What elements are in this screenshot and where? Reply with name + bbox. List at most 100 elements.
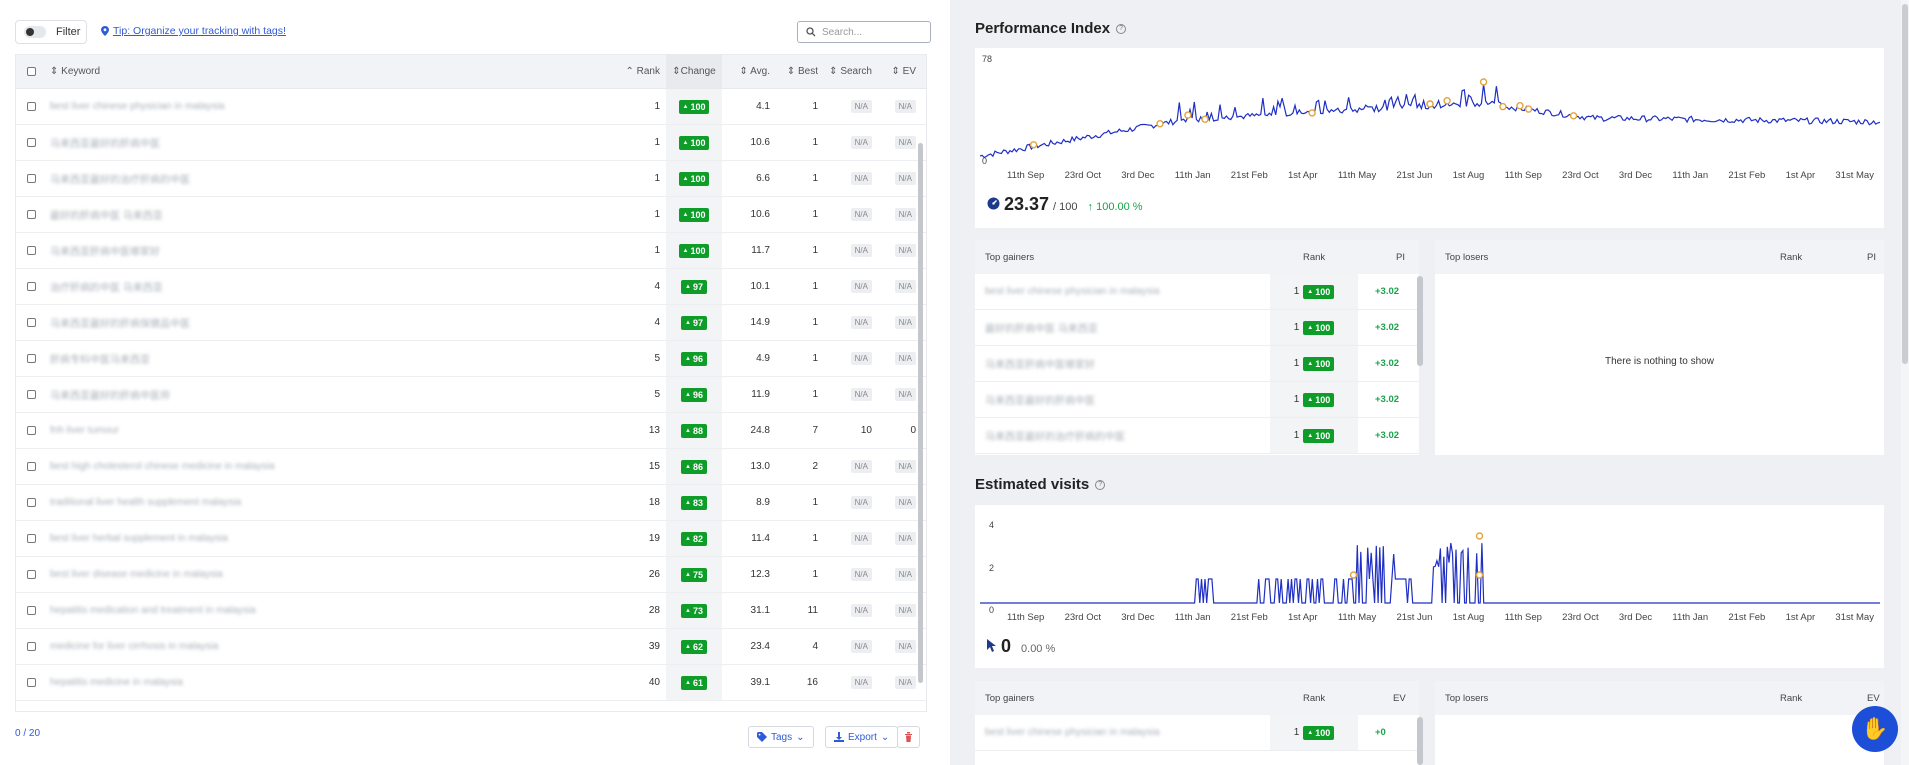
keyword-text[interactable]: fnh liver tumour [50,425,119,436]
table-row[interactable]: 马来西亚最好的肝病保健品中医 4 ▲ 97 14.9 1 N/A N/A [16,305,926,341]
google-update-icon[interactable] [1349,571,1358,579]
google-update-icon[interactable] [1569,112,1578,120]
list-item[interactable]: 马来西亚最好的肝病中医 1 ▲ 100 +3.02 [975,382,1419,418]
google-update-icon[interactable] [1516,102,1524,110]
row-checkbox[interactable] [26,246,36,255]
keyword-text[interactable]: 肝病专科中医马来西亚 [50,355,150,366]
google-update-icon[interactable] [1029,141,1038,149]
keyword-text[interactable]: 最好的肝病中医 马来西亚 [50,211,163,222]
row-checkbox[interactable] [26,462,36,471]
filter-toggle[interactable]: Filter [15,20,87,44]
table-row[interactable]: hepatitis medicine in malaysia 40 ▲ 61 39… [16,665,926,701]
keyword-text[interactable]: 马来西亚最好的肝病保健品中医 [50,319,190,330]
table-row[interactable]: medicine for liver cirrhosis in malaysia… [16,629,926,665]
list-item[interactable]: best liver chinese physician in malaysia… [975,274,1419,310]
row-checkbox[interactable] [26,426,36,435]
table-row[interactable]: best high cholesterol chinese medicine i… [16,449,926,485]
keyword-text[interactable]: best liver chinese physician in malaysia [50,101,225,112]
google-update-icon[interactable] [1308,109,1316,117]
header-ev[interactable]: ⇕ EV [891,66,916,77]
table-row[interactable]: best liver herbal supplement in malaysia… [16,521,926,557]
row-checkbox[interactable] [26,534,36,543]
table-scrollbar[interactable] [918,143,923,683]
gainer-keyword[interactable]: 最好的肝病中医 马来西亚 [985,324,1098,335]
row-checkbox[interactable] [26,570,36,579]
chat-widget-button[interactable]: ✋ [1852,706,1898,752]
keyword-text[interactable]: best liver herbal supplement in malaysia [50,533,228,544]
list-item[interactable]: 马来西亚最好的治疗肝病的中医 1 ▲ 100 +3.02 [975,418,1419,454]
row-checkbox[interactable] [26,282,36,291]
row-checkbox[interactable] [26,174,36,183]
google-update-icon[interactable] [1443,97,1451,105]
gainer-keyword[interactable]: 马来西亚最好的肝病中医 [985,396,1095,407]
header-keyword[interactable]: ⇕ Keyword [50,66,101,77]
search-box[interactable] [797,21,931,43]
keyword-text[interactable]: 马来西亚最好的治疗肝病的中医 [50,175,190,186]
list-item[interactable]: 最好的肝病中医 马来西亚 1 ▲ 100 +3.02 [975,310,1419,346]
page-scrollbar-thumb[interactable] [1902,4,1908,364]
google-update-icon[interactable] [1156,119,1164,128]
row-checkbox[interactable] [26,642,36,651]
row-checkbox[interactable] [26,390,36,399]
row-checkbox[interactable] [26,138,36,147]
help-icon[interactable]: ? [1095,479,1106,490]
google-update-icon[interactable] [1499,102,1507,111]
keyword-text[interactable]: traditional liver health supplement mala… [50,497,242,508]
keyword-text[interactable]: hepatitis medicine in malaysia [50,677,183,688]
keyword-text[interactable]: medicine for liver cirrhosis in malaysia [50,641,219,652]
row-checkbox[interactable] [26,678,36,687]
row-checkbox[interactable] [26,210,36,219]
header-change[interactable]: ⇕ Change [666,55,722,88]
gainer-keyword[interactable]: best liver chinese physician in malaysia [985,727,1160,738]
table-row[interactable]: fnh liver tumour 13 ▲ 88 24.8 7 10 0 [16,413,926,449]
table-row[interactable]: 治疗肝病的中医 马来西亚 4 ▲ 97 10.1 1 N/A N/A [16,269,926,305]
table-row[interactable]: 最好的肝病中医 马来西亚 1 ▲ 100 10.6 1 N/A N/A [16,197,926,233]
table-row[interactable]: traditional liver health supplement mala… [16,485,926,521]
header-rank[interactable]: ⌃ Rank [625,66,660,77]
tags-button[interactable]: Tags ⌄ [748,726,814,748]
google-update-icon[interactable] [1426,100,1434,108]
keyword-text[interactable]: best liver disease medicine in malaysia [50,569,223,580]
keyword-text[interactable]: 马来西亚最好的肝病中医 [50,139,160,150]
table-row[interactable]: best liver chinese physician in malaysia… [16,89,926,125]
tip-link[interactable]: Tip: Organize your tracking with tags! [101,25,286,37]
row-checkbox[interactable] [26,318,36,327]
table-row[interactable]: 马来西亚最好的肝病中医 1 ▲ 100 10.6 1 N/A N/A [16,125,926,161]
export-label[interactable]: Export [848,731,877,743]
toggle-switch-icon[interactable] [24,26,46,38]
select-all-checkbox[interactable] [26,67,36,76]
gainer-keyword[interactable]: best liver chinese physician in malaysia [985,286,1160,297]
keyword-text[interactable]: 治疗肝病的中医 马来西亚 [50,283,163,294]
google-update-icon[interactable] [1475,571,1484,579]
keyword-text[interactable]: best high cholesterol chinese medicine i… [50,461,275,472]
list-item[interactable]: 马来西亚肝病中医哪家好 1 ▲ 100 +3.02 [975,346,1419,382]
list-item[interactable]: best liver chinese physician in malaysia… [975,715,1419,751]
table-row[interactable]: best liver disease medicine in malaysia … [16,557,926,593]
help-icon[interactable]: ? [1116,23,1127,34]
keyword-text[interactable]: hepatitis medication and treatment in ma… [50,605,256,616]
row-checkbox[interactable] [26,606,36,615]
page-scrollbar[interactable] [1901,0,1909,765]
tags-label[interactable]: Tags [771,731,793,743]
keyword-text[interactable]: 马来西亚肝病中医哪家好 [50,247,160,258]
google-update-icon[interactable] [1524,105,1533,113]
row-checkbox[interactable] [26,498,36,507]
delete-button[interactable] [897,726,920,748]
header-search[interactable]: ⇕ Search [829,66,872,77]
table-row[interactable]: 马来西亚肝病中医哪家好 1 ▲ 100 11.7 1 N/A N/A [16,233,926,269]
search-input[interactable] [822,26,922,38]
table-row[interactable]: hepatitis medication and treatment in ma… [16,593,926,629]
gainers-scrollbar[interactable] [1417,276,1423,366]
google-update-icon[interactable] [1184,111,1192,119]
keyword-text[interactable]: 马来西亚最好的肝病中医师 [50,391,170,402]
google-update-icon[interactable] [1475,532,1484,540]
table-row[interactable]: 马来西亚最好的肝病中医师 5 ▲ 96 11.9 1 N/A N/A [16,377,926,413]
row-checkbox[interactable] [26,354,36,363]
export-button[interactable]: Export ⌄ [825,726,899,748]
gainers2-scrollbar[interactable] [1417,717,1423,765]
header-avg[interactable]: ⇕ Avg. [739,66,770,77]
google-update-icon[interactable] [1479,78,1488,86]
table-row[interactable]: 肝病专科中医马来西亚 5 ▲ 96 4.9 1 N/A N/A [16,341,926,377]
row-checkbox[interactable] [26,102,36,111]
google-update-icon[interactable] [1201,115,1209,123]
